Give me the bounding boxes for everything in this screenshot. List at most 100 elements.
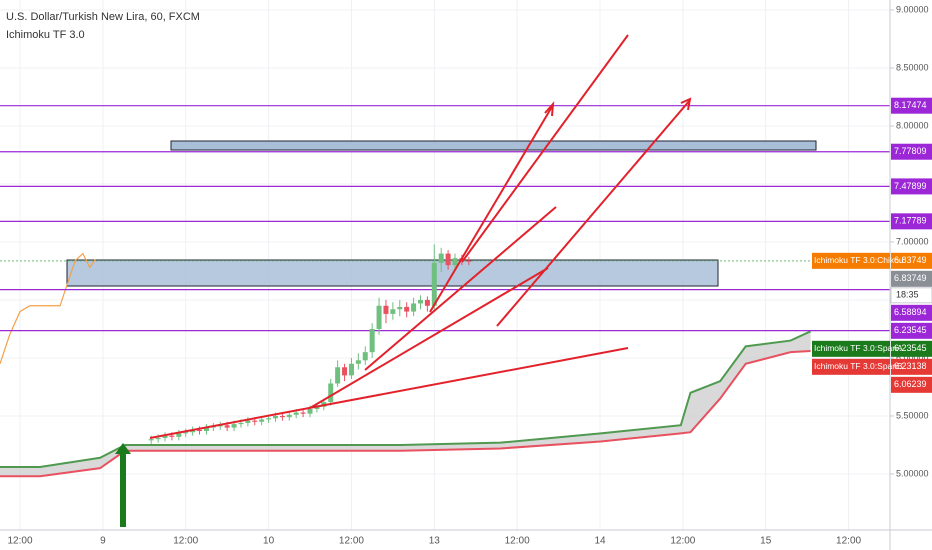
x-tick-label: 12:00 bbox=[836, 536, 861, 547]
series-label: Ichimoku TF 3.0:Chikou bbox=[814, 255, 904, 265]
candle-body bbox=[445, 253, 451, 266]
candle-body bbox=[300, 412, 306, 414]
candle-body bbox=[272, 415, 278, 419]
candle-body bbox=[148, 439, 154, 441]
x-tick-label: 14 bbox=[594, 536, 606, 547]
candle-body bbox=[252, 420, 258, 422]
y-tick-label: 9.00000 bbox=[896, 4, 929, 14]
countdown: 18:35 bbox=[896, 290, 919, 300]
y-tick-label: 5.50000 bbox=[896, 410, 929, 420]
price-label: 6.23545 bbox=[894, 343, 927, 353]
candle-body bbox=[383, 305, 389, 314]
y-tick-label: 7.00000 bbox=[896, 236, 929, 246]
green-arrow bbox=[115, 443, 131, 527]
candle-body bbox=[404, 306, 410, 312]
price-label-box bbox=[891, 340, 932, 357]
candle-body bbox=[266, 418, 272, 420]
price-label-box bbox=[891, 322, 932, 339]
candle-body bbox=[217, 425, 223, 427]
price-label: 8.17474 bbox=[894, 100, 927, 110]
candle-body bbox=[307, 409, 313, 414]
candle-body bbox=[335, 367, 341, 384]
price-label-box bbox=[891, 178, 932, 195]
candle-body bbox=[342, 367, 348, 376]
candle-body bbox=[376, 305, 382, 329]
price-label: 7.77809 bbox=[894, 146, 927, 156]
price-label-box bbox=[891, 358, 932, 375]
candle-body bbox=[452, 258, 458, 266]
candle-body bbox=[348, 363, 354, 376]
candle-body bbox=[390, 309, 396, 314]
x-tick-label: 9 bbox=[100, 536, 106, 547]
series-label: Ichimoku TF 3.0:SpanA bbox=[814, 343, 903, 353]
price-label: 6.23138 bbox=[894, 361, 927, 371]
candle-body bbox=[438, 253, 444, 263]
x-tick-label: 12:00 bbox=[173, 536, 198, 547]
series-label-box bbox=[812, 252, 890, 269]
candle-body bbox=[162, 435, 168, 439]
candle-body bbox=[203, 427, 209, 432]
x-tick-label: 12:00 bbox=[505, 536, 530, 547]
y-tick-label: 6.00000 bbox=[896, 352, 929, 362]
x-tick-label: 12:00 bbox=[339, 536, 364, 547]
candle-body bbox=[286, 414, 292, 418]
candle-body bbox=[328, 383, 334, 403]
x-tick-label: 12:00 bbox=[8, 536, 33, 547]
zone bbox=[170, 140, 817, 151]
candle-body bbox=[183, 432, 189, 434]
series-label-box bbox=[812, 358, 890, 375]
price-label-box bbox=[891, 270, 932, 287]
candle-body bbox=[155, 438, 161, 440]
price-label: 7.47899 bbox=[894, 181, 927, 191]
candle-body bbox=[190, 429, 196, 433]
candle-body bbox=[355, 360, 361, 364]
price-label-box bbox=[891, 213, 932, 230]
chart-title: U.S. Dollar/Turkish New Lira, 60, FXCM bbox=[6, 11, 200, 23]
candle-body bbox=[224, 425, 230, 428]
candle-body bbox=[411, 303, 417, 312]
price-label: 6.23545 bbox=[894, 325, 927, 335]
series-line bbox=[0, 350, 811, 478]
series-line bbox=[0, 330, 812, 469]
series-label-box bbox=[812, 340, 890, 357]
price-label: 6.58894 bbox=[894, 307, 927, 317]
price-label-box bbox=[891, 252, 932, 269]
candle-body bbox=[314, 406, 320, 410]
price-label: 6.83749 bbox=[894, 255, 927, 265]
x-tick-label: 12:00 bbox=[670, 536, 695, 547]
countdown-box bbox=[890, 287, 932, 304]
candle-body bbox=[362, 352, 368, 361]
y-tick-label: 8.50000 bbox=[896, 62, 929, 72]
candle-body bbox=[417, 299, 423, 304]
candle-body bbox=[369, 328, 375, 353]
price-label: 6.06239 bbox=[894, 379, 927, 389]
trend-lines bbox=[149, 34, 692, 439]
x-tick-label: 13 bbox=[429, 536, 441, 547]
candle-body bbox=[424, 299, 430, 306]
price-label-box bbox=[891, 376, 932, 393]
marks bbox=[0, 105, 890, 478]
price-label-box bbox=[891, 304, 932, 321]
price-label: 6.83749 bbox=[894, 273, 927, 283]
candle-body bbox=[293, 412, 299, 415]
series-line bbox=[0, 252, 96, 364]
price-label: 7.17789 bbox=[894, 216, 927, 226]
price-label-box bbox=[891, 143, 932, 160]
candle-body bbox=[279, 415, 285, 418]
price-label-box bbox=[891, 97, 932, 114]
series-label: Ichimoku TF 3.0:SpanB bbox=[814, 361, 903, 371]
candle-body bbox=[197, 429, 203, 432]
x-tick-label: 15 bbox=[760, 536, 772, 547]
candle-body bbox=[397, 306, 403, 310]
candle-body bbox=[231, 424, 237, 428]
x-tick-label: 10 bbox=[263, 536, 275, 547]
candle-body bbox=[169, 435, 175, 437]
candle-body bbox=[466, 260, 472, 262]
axis-labels: 9.000008.500008.000007.500007.000006.500… bbox=[8, 4, 932, 547]
candle-body bbox=[245, 420, 251, 423]
y-tick-label: 8.00000 bbox=[896, 120, 929, 130]
candle-body bbox=[259, 419, 265, 422]
indicator-name: Ichimoku TF 3.0 bbox=[6, 29, 85, 41]
candle-body bbox=[176, 433, 182, 437]
candle-body bbox=[238, 422, 244, 425]
